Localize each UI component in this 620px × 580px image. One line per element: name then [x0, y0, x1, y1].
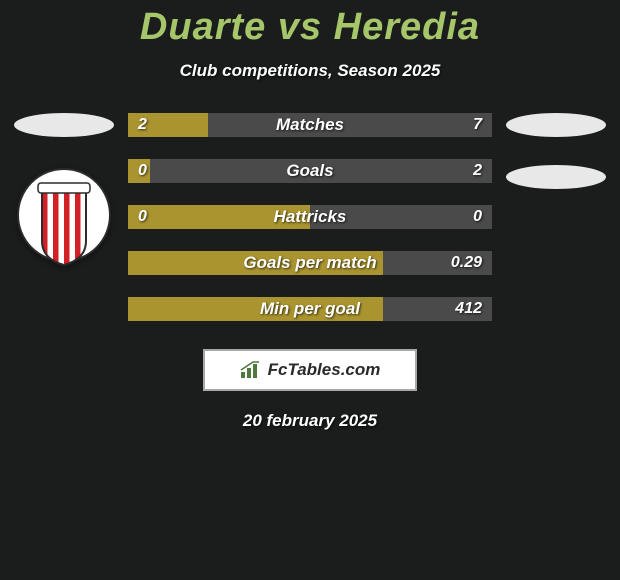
stat-bar-left	[128, 113, 208, 137]
brand-attribution: FcTables.com	[203, 349, 417, 391]
stat-bar-right	[208, 113, 492, 137]
left-club-badge	[16, 155, 112, 275]
stat-bar-right	[383, 251, 492, 275]
right-club-placeholder	[506, 165, 606, 189]
stat-bars: Matches27 Goals02 Hattricks00 Goals per mat…	[120, 113, 500, 321]
stat-bar-right	[150, 159, 492, 183]
footer-date: 20 february 2025	[0, 411, 620, 431]
comparison-infographic: Duarte vs Heredia Club competitions, Sea…	[0, 0, 620, 431]
stat-row: Goals02	[128, 159, 492, 183]
stat-bar-left	[128, 159, 150, 183]
stat-row: Min per goal412	[128, 297, 492, 321]
stat-row: Hattricks00	[128, 205, 492, 229]
left-player-column	[8, 113, 120, 275]
stat-row: Matches27	[128, 113, 492, 137]
stat-bar-left	[128, 251, 383, 275]
stat-bar-right	[310, 205, 492, 229]
subtitle: Club competitions, Season 2025	[0, 61, 620, 81]
brand-text: FcTables.com	[268, 360, 381, 380]
left-player-placeholder	[14, 113, 114, 137]
page-title: Duarte vs Heredia	[0, 0, 620, 49]
main-row: Matches27 Goals02 Hattricks00 Goals per mat…	[0, 113, 620, 321]
bar-chart-icon	[240, 361, 262, 379]
stat-row: Goals per match0.29	[128, 251, 492, 275]
stat-bar-left	[128, 205, 310, 229]
shield-icon	[16, 155, 112, 275]
right-player-placeholder	[506, 113, 606, 137]
right-player-column	[500, 113, 612, 189]
stat-bar-right	[383, 297, 492, 321]
stat-bar-left	[128, 297, 383, 321]
